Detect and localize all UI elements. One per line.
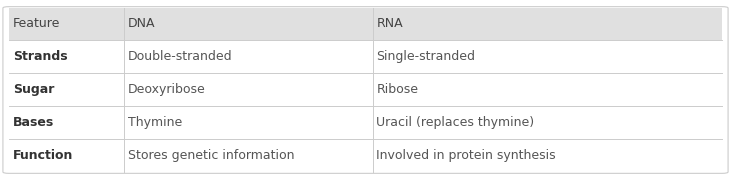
Text: Involved in protein synthesis: Involved in protein synthesis [376, 149, 556, 162]
Bar [9, 8, 722, 40]
Text: Double-stranded: Double-stranded [128, 50, 232, 63]
Text: Thymine: Thymine [128, 116, 182, 129]
Text: Stores genetic information: Stores genetic information [128, 149, 295, 162]
Text: DNA: DNA [128, 17, 156, 30]
Text: Ribose: Ribose [376, 83, 418, 96]
Text: Feature: Feature [13, 17, 61, 30]
Bar [9, 139, 722, 172]
Bar [9, 73, 722, 106]
Text: Sugar: Sugar [13, 83, 55, 96]
Text: Single-stranded: Single-stranded [376, 50, 475, 63]
Text: Uracil (replaces thymine): Uracil (replaces thymine) [376, 116, 534, 129]
Text: Bases: Bases [13, 116, 54, 129]
Text: Strands: Strands [13, 50, 68, 63]
Text: Deoxyribose: Deoxyribose [128, 83, 205, 96]
Text: Function: Function [13, 149, 74, 162]
Bar [9, 106, 722, 139]
Text: RNA: RNA [376, 17, 403, 30]
Bar [9, 40, 722, 73]
